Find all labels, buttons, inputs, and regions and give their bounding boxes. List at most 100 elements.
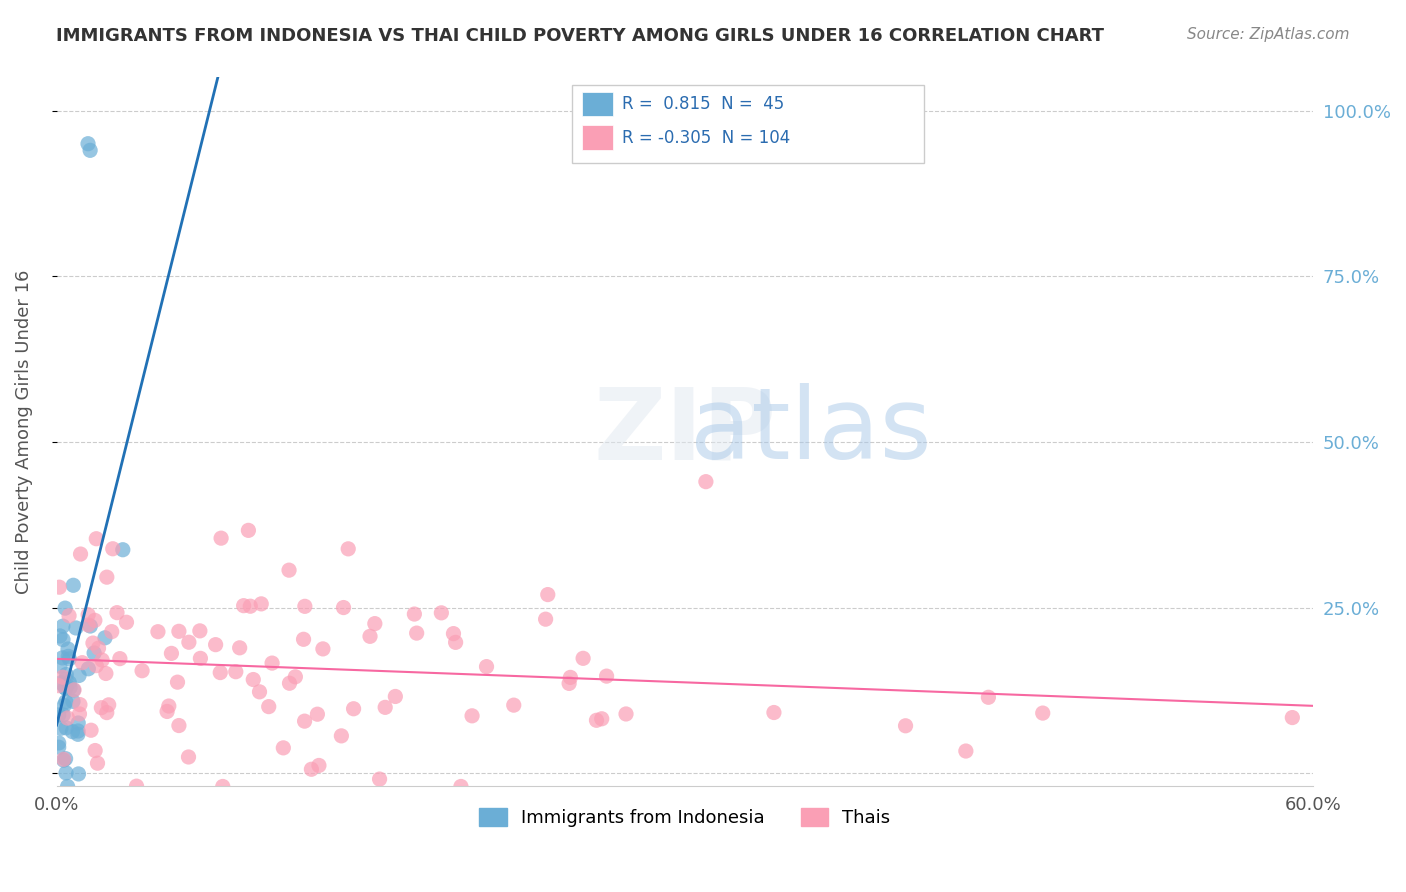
Text: atlas: atlas bbox=[690, 384, 931, 481]
Point bbox=[167, 718, 190, 732]
Point bbox=[55, 672, 77, 686]
Point bbox=[146, 624, 169, 639]
Point bbox=[273, 740, 295, 755]
Point bbox=[405, 626, 427, 640]
Text: IMMIGRANTS FROM INDONESIA VS THAI CHILD POVERTY AMONG GIRLS UNDER 16 CORRELATION: IMMIGRANTS FROM INDONESIA VS THAI CHILD … bbox=[56, 27, 1104, 45]
Point bbox=[359, 629, 381, 643]
Point bbox=[49, 629, 72, 643]
Point bbox=[77, 607, 100, 622]
Point bbox=[48, 736, 70, 750]
Point bbox=[249, 685, 271, 699]
Point bbox=[83, 646, 105, 660]
Point bbox=[97, 698, 120, 712]
Point bbox=[58, 652, 80, 666]
Point bbox=[94, 666, 117, 681]
Point bbox=[115, 615, 138, 630]
Point bbox=[100, 624, 122, 639]
Point bbox=[67, 724, 90, 739]
Point bbox=[84, 658, 107, 673]
Point bbox=[188, 624, 211, 638]
Point bbox=[560, 670, 582, 684]
Text: R =  0.815  N =  45: R = 0.815 N = 45 bbox=[621, 95, 785, 113]
Point bbox=[90, 700, 112, 714]
Point bbox=[48, 740, 70, 755]
Point bbox=[209, 531, 232, 545]
Bar bbox=[582, 125, 613, 150]
Point bbox=[87, 641, 110, 656]
Point bbox=[53, 698, 76, 713]
Point bbox=[156, 705, 179, 719]
Point bbox=[52, 753, 75, 767]
Point bbox=[48, 679, 70, 693]
Point bbox=[52, 708, 75, 723]
Point bbox=[94, 631, 117, 645]
Point bbox=[177, 635, 200, 649]
Point bbox=[294, 599, 316, 614]
Point bbox=[167, 624, 190, 639]
Point bbox=[86, 756, 108, 771]
Point bbox=[55, 667, 77, 681]
Point bbox=[69, 547, 91, 561]
Y-axis label: Child Poverty Among Girls Under 16: Child Poverty Among Girls Under 16 bbox=[15, 269, 32, 594]
Point bbox=[67, 767, 90, 781]
Point bbox=[67, 716, 90, 731]
Point bbox=[450, 780, 472, 794]
Legend: Immigrants from Indonesia, Thais: Immigrants from Indonesia, Thais bbox=[472, 800, 897, 834]
Point bbox=[48, 580, 70, 594]
Point bbox=[239, 599, 262, 614]
Point bbox=[444, 635, 467, 649]
Point bbox=[58, 649, 80, 664]
Point bbox=[955, 744, 977, 758]
Point bbox=[69, 698, 91, 712]
Point bbox=[96, 706, 118, 720]
Point bbox=[312, 641, 335, 656]
Point bbox=[614, 706, 637, 721]
Point bbox=[430, 606, 453, 620]
Point bbox=[232, 599, 254, 613]
Point bbox=[204, 638, 226, 652]
Point bbox=[101, 541, 124, 556]
Point bbox=[111, 542, 134, 557]
Point bbox=[502, 698, 524, 713]
Point bbox=[307, 707, 329, 722]
Text: Source: ZipAtlas.com: Source: ZipAtlas.com bbox=[1187, 27, 1350, 42]
Point bbox=[105, 606, 128, 620]
Point bbox=[475, 659, 498, 673]
Point bbox=[537, 588, 560, 602]
Point bbox=[55, 695, 77, 709]
Point bbox=[69, 706, 91, 721]
Point bbox=[374, 700, 396, 714]
Point bbox=[211, 780, 233, 794]
Point bbox=[49, 659, 72, 673]
Point bbox=[160, 646, 183, 660]
Point bbox=[364, 616, 387, 631]
Point bbox=[53, 681, 76, 695]
Point bbox=[461, 708, 484, 723]
Point bbox=[55, 751, 77, 765]
Point bbox=[337, 541, 360, 556]
Point bbox=[58, 608, 80, 623]
Point bbox=[51, 651, 73, 665]
Point bbox=[209, 665, 232, 680]
Point bbox=[62, 578, 84, 592]
Point bbox=[62, 694, 84, 708]
Point bbox=[48, 708, 70, 723]
Point bbox=[242, 673, 264, 687]
Point bbox=[404, 607, 426, 621]
Point bbox=[91, 653, 114, 667]
Point bbox=[62, 724, 84, 739]
Point bbox=[108, 651, 131, 665]
Point bbox=[80, 723, 103, 738]
Point bbox=[257, 699, 280, 714]
Point bbox=[190, 651, 212, 665]
Point bbox=[534, 612, 557, 626]
Point bbox=[177, 750, 200, 764]
Point bbox=[157, 699, 180, 714]
Point bbox=[56, 642, 79, 657]
Point bbox=[762, 706, 785, 720]
Point bbox=[131, 664, 153, 678]
Point bbox=[79, 144, 101, 158]
Point bbox=[84, 532, 107, 546]
Point bbox=[53, 601, 76, 615]
Point bbox=[294, 714, 316, 728]
